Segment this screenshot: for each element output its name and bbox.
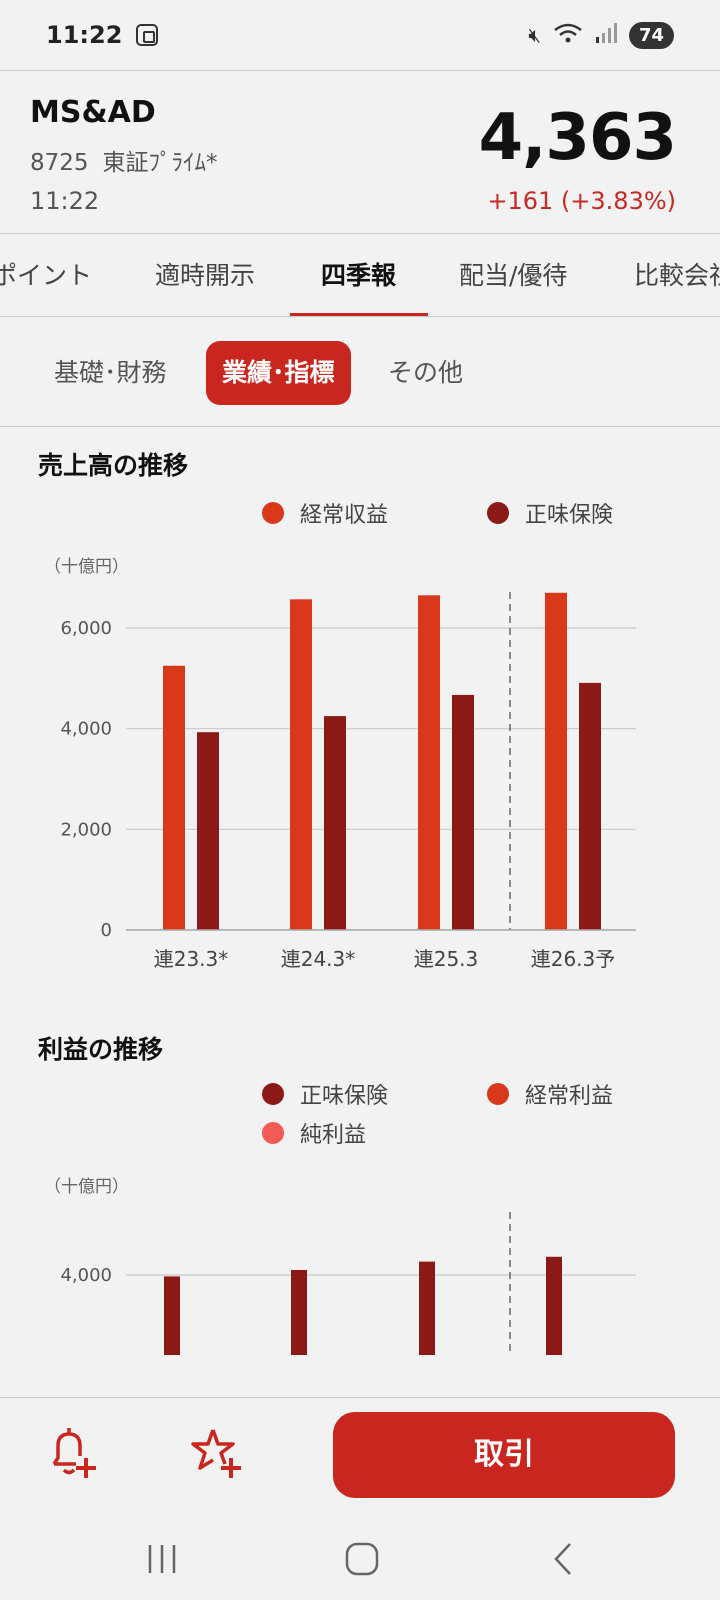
sub-tab-bar: 基礎･財務 業績･指標 その他 — [0, 317, 720, 427]
y-tick-label: 4,000 — [60, 719, 112, 740]
bar-series-a — [290, 599, 312, 930]
legend-label: 経常収益 — [300, 503, 389, 528]
stock-market: 東証ﾌﾟﾗｲﾑ* — [102, 150, 218, 176]
bar-series-a — [546, 1256, 562, 1355]
signal-icon — [595, 22, 617, 49]
stock-time: 11:22 — [30, 187, 100, 215]
x-category-label: 連25.3 — [414, 947, 479, 971]
status-time: 11:22 — [46, 21, 123, 49]
bar-series-a — [419, 1261, 435, 1355]
subtab-other[interactable]: その他 — [388, 358, 464, 387]
tab-shikiho[interactable]: 四季報 — [321, 261, 397, 290]
x-category-label: 連23.3* — [154, 947, 229, 971]
bar-series-b — [324, 716, 346, 930]
stock-header: MS&AD 8725 東証ﾌﾟﾗｲﾑ* 11:22 4,363 +161 (+3.… — [0, 71, 720, 233]
y-tick-label: 6,000 — [60, 618, 112, 639]
legend-ordinary-profit: 経常利益 — [487, 1078, 613, 1110]
legend-net-premium: 正味保険 — [487, 497, 613, 529]
profit-chart-title: 利益の推移 — [38, 1035, 164, 1064]
legend-label: 経常利益 — [525, 1084, 614, 1109]
battery-icon: 74 — [628, 21, 674, 49]
system-nav-bar — [0, 1517, 720, 1600]
tab-disclosure[interactable]: 適時開示 — [155, 261, 256, 290]
bar-series-a — [418, 595, 440, 930]
legend-label: 純利益 — [300, 1123, 367, 1148]
active-tab-indicator — [290, 313, 428, 316]
legend-dot — [487, 502, 509, 524]
stock-code-line: 8725 東証ﾌﾟﾗｲﾑ* — [30, 143, 218, 177]
tab-bar: ポイント 適時開示 四季報 配当/優待 比較会社 — [0, 233, 720, 317]
legend-label: 正味保険 — [300, 1084, 389, 1109]
bar-series-b — [579, 682, 601, 930]
subtab-basic-financial[interactable]: 基礎･財務 — [54, 358, 167, 387]
bar-series-a — [291, 1270, 307, 1355]
back-icon[interactable] — [542, 1537, 586, 1581]
legend-label: 正味保険 — [525, 503, 614, 528]
legend-dot — [262, 1083, 284, 1105]
bar-series-b — [452, 694, 474, 930]
chart-unit-label: （十億円） — [44, 557, 129, 577]
bottom-action-bar: 取引 — [0, 1397, 720, 1517]
stock-name: MS&AD — [30, 95, 156, 130]
tab-comparison[interactable]: 比較会社 — [634, 261, 720, 290]
y-tick-label: 4,000 — [60, 1265, 112, 1286]
sales-chart-title: 売上高の推移 — [38, 451, 189, 480]
bar-series-b — [197, 732, 219, 930]
legend-dot — [262, 502, 284, 524]
legend-dot — [487, 1083, 509, 1105]
trade-button[interactable]: 取引 — [333, 1412, 675, 1498]
divider — [0, 70, 720, 71]
bar-series-a — [545, 592, 567, 930]
subtab-performance[interactable]: 業績･指標 — [206, 341, 351, 405]
wifi-icon — [553, 22, 583, 49]
star-add-icon[interactable] — [185, 1422, 249, 1486]
bar-series-a — [163, 665, 185, 930]
bar-series-a — [164, 1276, 180, 1355]
legend-dot — [262, 1122, 284, 1144]
x-category-label: 連24.3* — [281, 947, 356, 971]
tab-dividend[interactable]: 配当/優待 — [459, 261, 568, 290]
chart-unit-label: （十億円） — [44, 1177, 129, 1197]
bell-add-icon[interactable] — [40, 1422, 104, 1486]
legend-net-income: 純利益 — [262, 1117, 366, 1149]
tab-point[interactable]: ポイント — [0, 261, 93, 290]
mute-icon: 🔇︎ — [528, 23, 541, 47]
recent-apps-icon[interactable] — [140, 1537, 184, 1581]
y-tick-label: 0 — [101, 920, 112, 941]
status-bar: 11:22 🔇︎ 74 — [0, 0, 720, 70]
screenshot-icon — [136, 24, 159, 46]
profit-bar-chart: 4,000 — [60, 1212, 636, 1355]
stock-code: 8725 — [30, 150, 89, 176]
stock-price: 4,363 — [478, 101, 677, 175]
legend-ordinary-revenue: 経常収益 — [262, 497, 388, 529]
home-icon[interactable] — [340, 1537, 384, 1581]
sales-bar-chart: 0 2,000 4,000 6,000 連23.3* 連24.3* 連25.3 連26.3予 — [60, 592, 636, 971]
x-category-label: 連26.3予 — [531, 947, 616, 971]
y-tick-label: 2,000 — [60, 819, 112, 840]
price-change: +161 (+3.83%) — [487, 187, 676, 215]
legend-net-premium-2: 正味保険 — [262, 1078, 388, 1110]
